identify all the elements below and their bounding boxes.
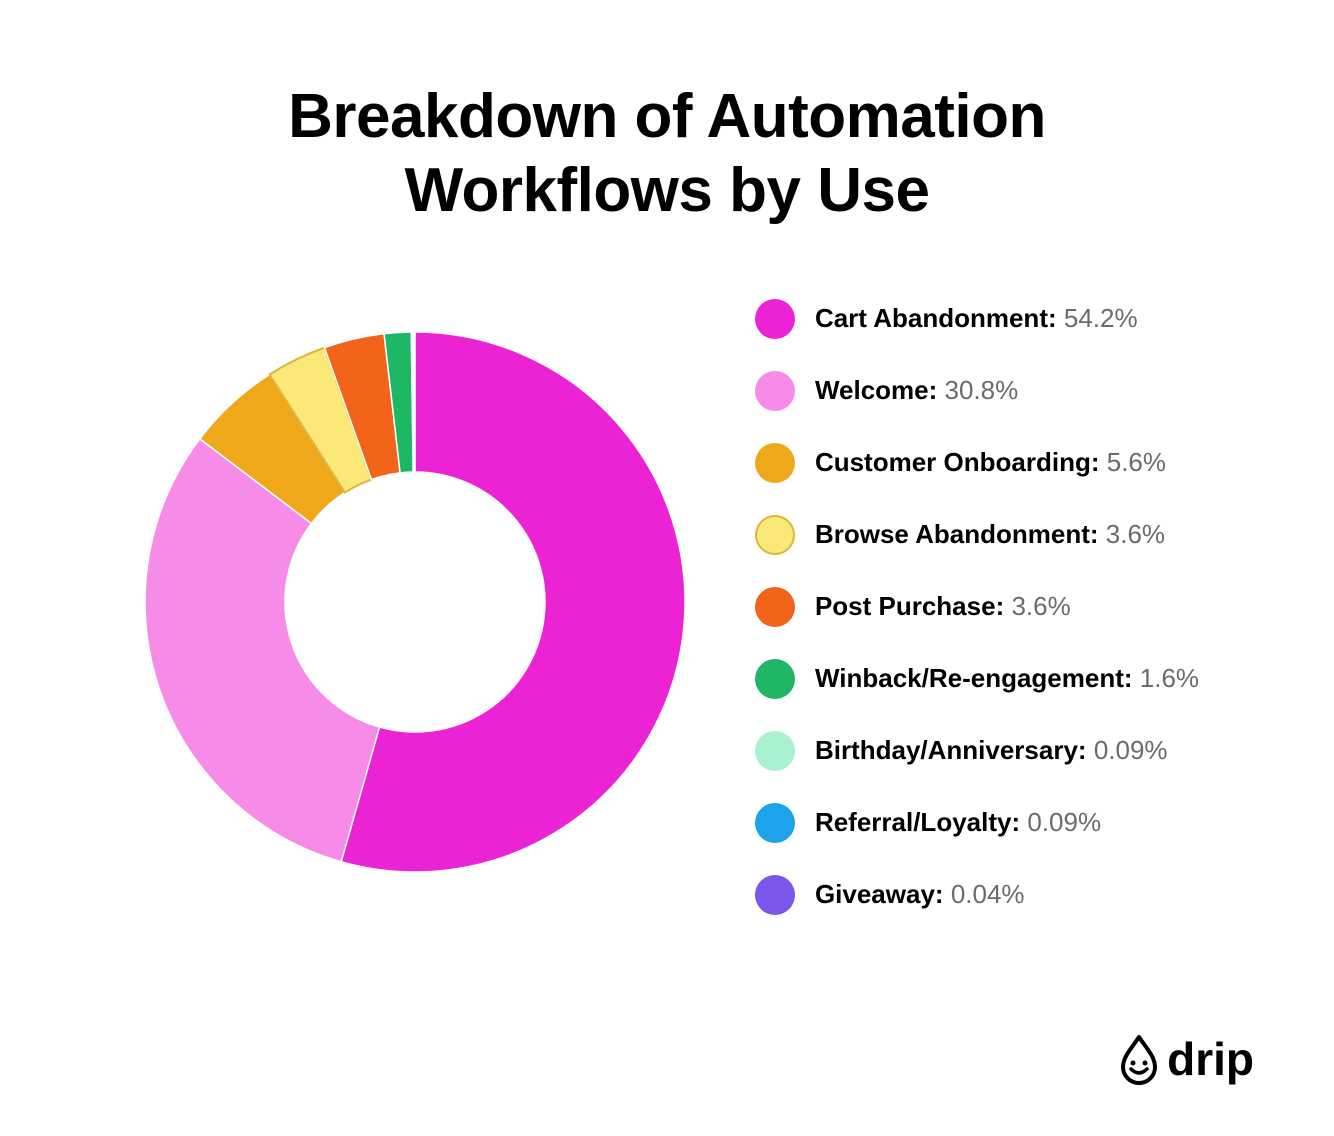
legend-item: Giveaway: 0.04%: [755, 875, 1199, 915]
legend-value: 54.2%: [1064, 303, 1138, 333]
legend-label-text: Customer Onboarding:: [815, 447, 1100, 477]
donut-slice: [145, 439, 379, 862]
drip-logo-icon: [1119, 1033, 1159, 1085]
legend-label-text: Winback/Re-engagement:: [815, 663, 1133, 693]
legend-label: Referral/Loyalty: 0.09%: [815, 807, 1101, 838]
legend-value: 1.6%: [1140, 663, 1199, 693]
legend-item: Referral/Loyalty: 0.09%: [755, 803, 1199, 843]
legend-label: Cart Abandonment: 54.2%: [815, 303, 1138, 334]
legend-value: 3.6%: [1011, 591, 1070, 621]
legend-swatch: [755, 875, 795, 915]
legend-swatch: [755, 443, 795, 483]
legend-value: 0.04%: [951, 879, 1025, 909]
legend-value: 0.09%: [1027, 807, 1101, 837]
legend-label-text: Post Purchase:: [815, 591, 1004, 621]
chart-legend: Cart Abandonment: 54.2% Welcome: 30.8% Cus…: [755, 289, 1199, 915]
legend-swatch: [755, 299, 795, 339]
legend-item: Post Purchase: 3.6%: [755, 587, 1199, 627]
legend-value: 30.8%: [945, 375, 1019, 405]
legend-swatch: [755, 731, 795, 771]
legend-item: Browse Abandonment: 3.6%: [755, 515, 1199, 555]
donut-slice: [414, 332, 415, 472]
legend-value: 3.6%: [1106, 519, 1165, 549]
legend-label: Birthday/Anniversary: 0.09%: [815, 735, 1168, 766]
legend-label: Browse Abandonment: 3.6%: [815, 519, 1165, 550]
brand-logo: drip: [1119, 1032, 1254, 1086]
legend-label: Welcome: 30.8%: [815, 375, 1018, 406]
legend-item: Welcome: 30.8%: [755, 371, 1199, 411]
legend-label: Customer Onboarding: 5.6%: [815, 447, 1166, 478]
legend-swatch: [755, 587, 795, 627]
legend-label-text: Birthday/Anniversary:: [815, 735, 1087, 765]
legend-value: 5.6%: [1107, 447, 1166, 477]
brand-name: drip: [1167, 1032, 1254, 1086]
legend-label: Winback/Re-engagement: 1.6%: [815, 663, 1199, 694]
legend-label-text: Giveaway:: [815, 879, 944, 909]
legend-swatch: [755, 515, 795, 555]
legend-swatch: [755, 371, 795, 411]
legend-label-text: Cart Abandonment:: [815, 303, 1057, 333]
legend-label-text: Welcome:: [815, 375, 937, 405]
legend-item: Birthday/Anniversary: 0.09%: [755, 731, 1199, 771]
donut-svg: [135, 322, 695, 882]
legend-swatch: [755, 659, 795, 699]
legend-label-text: Browse Abandonment:: [815, 519, 1099, 549]
legend-item: Winback/Re-engagement: 1.6%: [755, 659, 1199, 699]
donut-chart: [135, 322, 695, 882]
legend-value: 0.09%: [1094, 735, 1168, 765]
legend-label-text: Referral/Loyalty:: [815, 807, 1020, 837]
legend-label: Giveaway: 0.04%: [815, 879, 1025, 910]
legend-swatch: [755, 803, 795, 843]
chart-content: Cart Abandonment: 54.2% Welcome: 30.8% Cus…: [80, 289, 1254, 915]
chart-title: Breakdown of Automation Workflows by Use: [142, 80, 1192, 229]
legend-item: Customer Onboarding: 5.6%: [755, 443, 1199, 483]
legend-item: Cart Abandonment: 54.2%: [755, 299, 1199, 339]
legend-label: Post Purchase: 3.6%: [815, 591, 1071, 622]
